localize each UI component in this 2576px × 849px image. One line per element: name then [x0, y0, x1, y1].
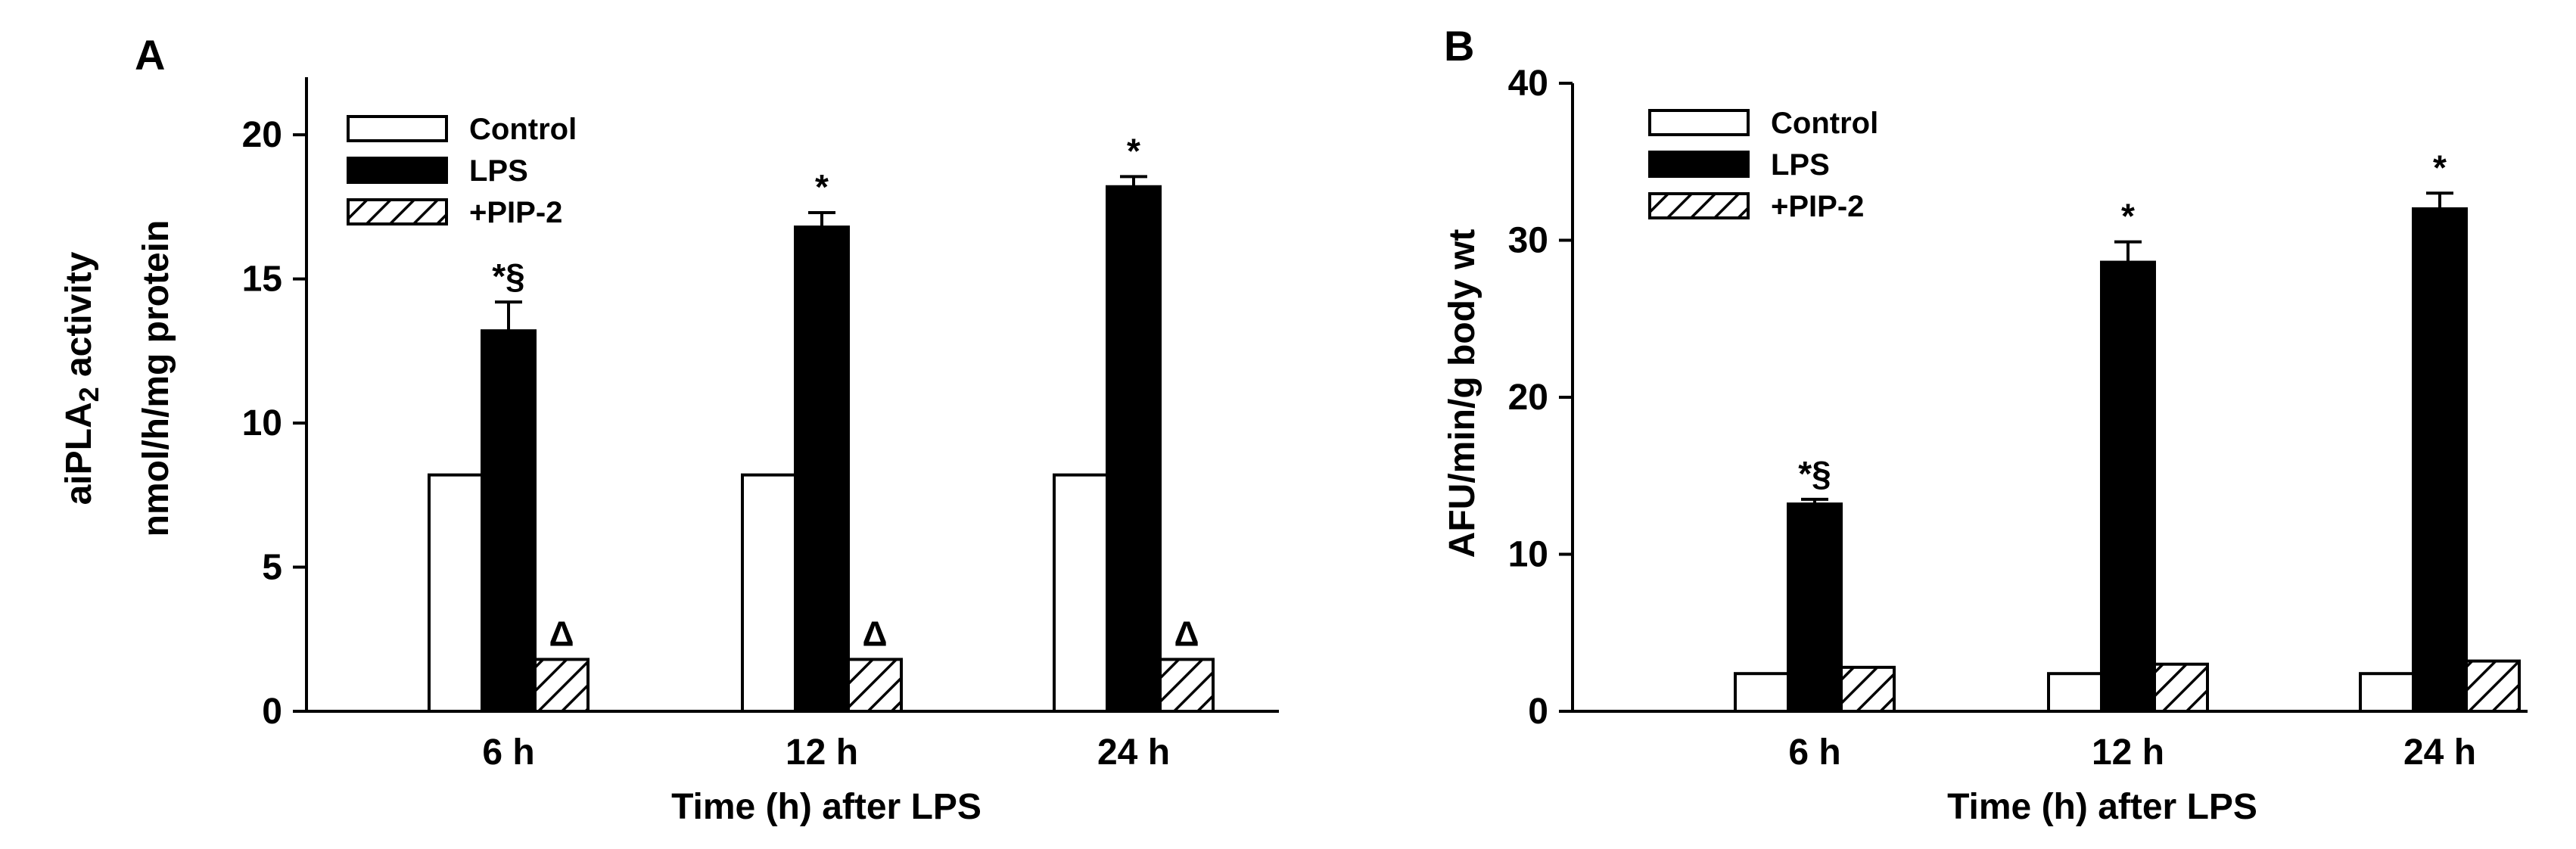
a-bar-pip2-1 [847, 658, 903, 713]
b-legend-swatch-1 [1648, 151, 1750, 178]
b-ytick-label-0: 0 [1528, 692, 1548, 732]
panel-a-xlabel: Time (h) after LPS [671, 787, 982, 827]
panel-b-plot: 0 10 20 30 40 6 h *§ 12 h * 24 h * Control LPS +PIP-2 [1508, 64, 2528, 773]
b-legend-swatch-2 [1648, 192, 1750, 219]
b-xtick-label-2: 24 h [2403, 732, 2476, 773]
b-ytick-label-2: 20 [1508, 378, 1548, 418]
b-bar-pip2-0 [1840, 665, 1896, 714]
b-bar-control-0 [1734, 672, 1790, 714]
a-ytick-label-4: 20 [242, 115, 282, 155]
b-bar-lps-2 [2412, 207, 2468, 713]
a-bar-lps-0 [481, 329, 537, 713]
a-xtick-label-2: 24 h [1097, 732, 1170, 773]
b-ytick-label-1: 10 [1508, 535, 1548, 575]
panel-b-xlabel: Time (h) after LPS [1947, 787, 2257, 827]
b-bar-pip2-1 [2153, 662, 2209, 713]
a-bar-control-0 [428, 473, 484, 713]
panel-a-ylabel-line1: aiPLA2 activity [59, 251, 104, 505]
a-bar-pip2-2 [1159, 658, 1215, 713]
a-xtick-label-0: 6 h [482, 732, 534, 773]
a-annotation-2-0: Δ [549, 614, 574, 653]
b-bar-control-1 [2047, 672, 2103, 714]
a-ytick-label-2: 10 [242, 403, 282, 443]
b-bar-control-2 [2359, 672, 2415, 714]
b-bar-pip2-2 [2465, 659, 2521, 713]
a-annotation-1-1: * [815, 167, 829, 207]
b-ytick-label-3: 30 [1508, 221, 1548, 261]
b-legend-label-0: Control [1771, 107, 1878, 140]
panel-b: B AFU/min/g body wt 0 10 20 30 40 6 h *§ 12 h * 2… [1442, 22, 2528, 827]
a-bar-lps-1 [794, 225, 850, 713]
b-legend-swatch-0 [1648, 109, 1750, 136]
panel-a-letter: A [135, 31, 165, 79]
panel-b-ylabel: AFU/min/g body wt [1442, 229, 1482, 558]
b-annotation-1-0: *§ [1798, 454, 1831, 493]
b-xtick-label-0: 6 h [1788, 732, 1840, 773]
a-legend-swatch-2 [347, 198, 448, 225]
a-annotation-2-1: Δ [862, 614, 887, 653]
b-ytick-label-4: 40 [1508, 64, 1548, 104]
a-legend-swatch-0 [347, 115, 448, 142]
b-annotation-1-1: * [2121, 197, 2135, 236]
a-annotation-2-2: Δ [1174, 614, 1199, 653]
a-legend-swatch-1 [347, 157, 448, 184]
b-annotation-1-2: * [2433, 148, 2447, 187]
a-legend-label-2: +PIP-2 [469, 196, 562, 229]
a-ytick-label-1: 5 [262, 548, 282, 588]
a-bar-lps-2 [1106, 185, 1162, 713]
panel-a-ylabel-line2: nmol/h/mg protein [136, 220, 176, 537]
a-ytick-label-3: 15 [242, 260, 282, 300]
b-legend-label-1: LPS [1771, 148, 1830, 182]
a-ytick-label-0: 0 [262, 692, 282, 732]
b-xtick-label-1: 12 h [2092, 732, 2164, 773]
a-annotation-1-0: *§ [492, 257, 524, 296]
b-legend-label-2: +PIP-2 [1771, 190, 1864, 223]
a-xtick-label-1: 12 h [786, 732, 858, 773]
panel-a-plot: 0 5 10 15 20 6 h *§ Δ 12 h * Δ 24 h * Δ Control LPS +PIP… [242, 77, 1279, 773]
b-bar-lps-1 [2100, 260, 2156, 713]
a-legend-label-1: LPS [469, 154, 528, 188]
a-bar-control-1 [741, 473, 797, 713]
panel-b-letter: B [1444, 22, 1474, 70]
panel-a: A aiPLA2 activity nmol/h/mg protein 0 5 10… [59, 31, 1279, 827]
b-bar-lps-0 [1787, 502, 1843, 713]
a-annotation-1-2: * [1127, 131, 1140, 170]
a-bar-control-2 [1053, 473, 1109, 713]
a-legend-label-0: Control [469, 113, 577, 146]
a-bar-pip2-0 [534, 658, 590, 713]
